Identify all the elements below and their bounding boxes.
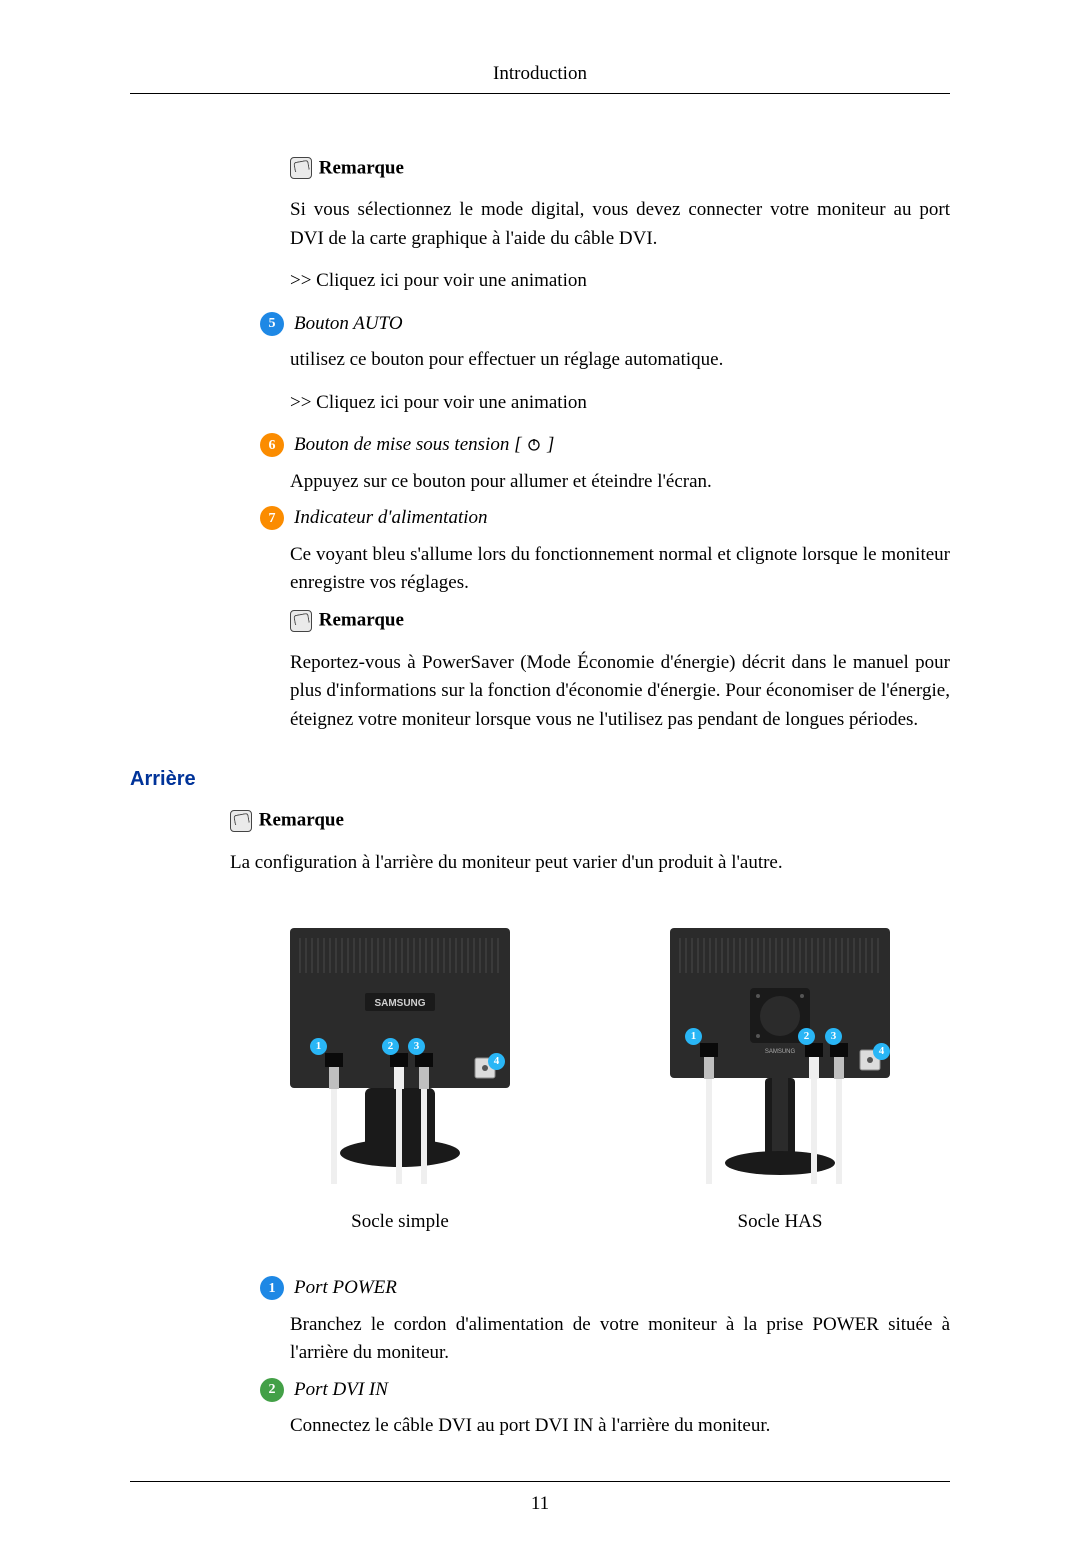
fig-bullet-1b: 1 [685,1028,702,1045]
figure-socle-has: SAMSUNG 1 2 [610,918,950,1255]
svg-text:SAMSUNG: SAMSUNG [374,998,425,1009]
item-7-title: Indicateur d'alimentation [294,504,488,533]
item-6-row: 6 Bouton de mise sous tension [ ] [260,431,950,460]
item-6-title: Bouton de mise sous tension [ ] [294,431,554,460]
bullet-7-icon: 7 [260,506,284,530]
item-7-desc: Ce voyant bleu s'allume lors du fonction… [290,541,950,598]
bullet-6-icon: 6 [260,433,284,457]
fig-bullet-1: 1 [310,1038,327,1055]
note-heading: Remarque [319,609,404,630]
item-7-row: 7 Indicateur d'alimentation [260,504,950,533]
caption-socle-simple: Socle simple [351,1208,449,1237]
port-1-title: Port POWER [294,1274,397,1303]
fig-bullet-3: 3 [408,1038,425,1055]
note-icon [290,157,312,179]
note-heading: Remarque [259,810,344,831]
item-5-title: Bouton AUTO [294,310,403,339]
item-5-desc: utilisez ce bouton pour effectuer un rég… [290,346,950,375]
bullet-5-icon: 5 [260,312,284,336]
svg-text:SAMSUNG: SAMSUNG [765,1049,796,1055]
fig-bullet-4b: 4 [873,1043,890,1060]
port-1-row: 1 Port POWER [260,1274,950,1303]
figure-socle-simple: SAMSUNG 1 [230,918,570,1255]
item-5-row: 5 Bouton AUTO [260,310,950,339]
fig-bullet-3b: 3 [825,1028,842,1045]
item-6-desc: Appuyez sur ce bouton pour allumer et ét… [290,468,950,497]
port-2-row: 2 Port DVI IN [260,1376,950,1405]
fig-bullet-2: 2 [382,1038,399,1055]
caption-socle-has: Socle HAS [738,1208,823,1237]
figures-row: SAMSUNG 1 [230,918,950,1255]
bullet-port-2-icon: 2 [260,1378,284,1402]
page-footer: 11 [130,1481,950,1519]
animation-link-2[interactable]: >> Cliquez ici pour voir une animation [290,389,950,418]
note-block-1: Remarque [290,154,950,183]
fig-bullet-4: 4 [488,1053,505,1070]
page-header: Introduction [130,60,950,94]
port-2-title: Port DVI IN [294,1376,388,1405]
arriere-note-text: La configuration à l'arrière du moniteur… [230,849,950,878]
power-icon [526,436,542,452]
item-6-title-prefix: Bouton de mise sous tension [ [294,434,521,455]
note-icon [290,610,312,632]
note-block-2: Remarque [290,606,950,635]
animation-link-1[interactable]: >> Cliquez ici pour voir une animation [290,267,950,296]
port-2-desc: Connectez le câble DVI au port DVI IN à … [290,1412,950,1441]
fig-bullet-2b: 2 [798,1028,815,1045]
note-2-text: Reportez-vous à PowerSaver (Mode Économi… [290,649,950,735]
item-6-title-suffix: ] [547,434,554,455]
monitor-has-illustration: SAMSUNG [650,918,910,1198]
port-1-desc: Branchez le cordon d'alimentation de vot… [290,1311,950,1368]
note-block-3: Remarque [230,806,950,835]
note-heading: Remarque [319,157,404,178]
header-title: Introduction [493,63,587,84]
page-number: 11 [531,1493,549,1514]
bullet-port-1-icon: 1 [260,1276,284,1300]
note-1-text: Si vous sélectionnez le mode digital, vo… [290,196,950,253]
section-arriere-heading: Arrière [130,764,950,794]
note-icon [230,810,252,832]
